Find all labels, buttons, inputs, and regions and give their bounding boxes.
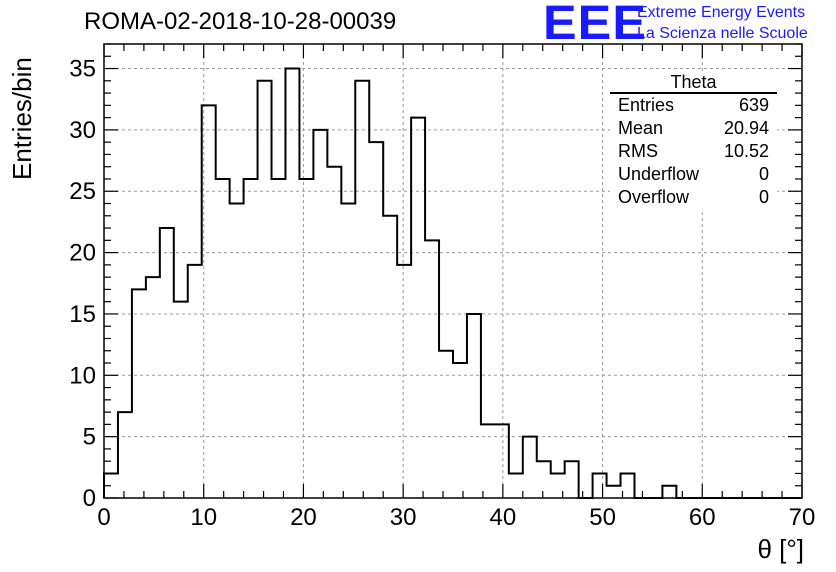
histogram-bin (662, 486, 676, 498)
histogram-bin (495, 424, 509, 498)
histogram-bin (397, 265, 411, 498)
histogram-bin (244, 179, 258, 498)
y-tick-label: 15 (69, 301, 96, 328)
plot-frame (103, 43, 803, 499)
histogram-bin (299, 179, 313, 498)
x-tick-label: 60 (689, 504, 716, 531)
histogram-bin (481, 424, 495, 498)
stats-title: Theta (610, 72, 777, 94)
histogram-bin (230, 204, 244, 498)
histogram-bin (202, 105, 216, 498)
y-tick-label: 5 (83, 424, 96, 451)
axes-frame (103, 43, 803, 499)
tick-labels: 0 10 20 30 40 50 60 70 0 5 10 15 20 25 30 35 (69, 56, 815, 531)
y-axis-label: Entries/bin (7, 57, 37, 180)
histogram-bin (313, 130, 327, 498)
histogram-bin (216, 179, 230, 498)
histogram-bin (439, 351, 453, 498)
histogram-bin (411, 118, 425, 498)
histogram-bin (341, 204, 355, 498)
grid-lines (104, 44, 802, 498)
x-tick-label: 30 (390, 504, 417, 531)
stats-value: 0 (758, 187, 769, 207)
histogram-bin (188, 265, 202, 498)
y-tick-label: 10 (69, 362, 96, 389)
histogram-bin (146, 277, 160, 498)
histogram-bin (467, 314, 481, 498)
stats-row-rms: RMS 10.52 (610, 140, 777, 163)
axis-ticks (103, 43, 803, 499)
x-tick-label: 0 (97, 504, 110, 531)
y-tick-label: 35 (69, 56, 96, 83)
stats-value: 10.52 (723, 141, 769, 161)
y-tick-label: 20 (69, 240, 96, 267)
histogram-bin (509, 473, 523, 498)
stats-row-underflow: Underflow 0 (610, 163, 777, 186)
histogram-bin (369, 142, 383, 498)
histogram-bin (285, 69, 299, 498)
x-tick-label: 20 (290, 504, 317, 531)
histogram-bin (383, 216, 397, 498)
stats-row-entries: Entries 639 (610, 94, 777, 117)
stats-row-overflow: Overflow 0 (610, 186, 777, 209)
x-tick-label: 40 (490, 504, 517, 531)
x-tick-label: 70 (789, 504, 816, 531)
histogram-bin (272, 179, 286, 498)
histogram-bin (258, 81, 272, 498)
stats-value: 20.94 (723, 118, 769, 138)
stats-label: RMS (618, 141, 658, 161)
stats-label: Mean (618, 118, 664, 138)
y-tick-label: 0 (83, 485, 96, 512)
stats-label: Overflow (618, 187, 690, 207)
stats-label: Entries (618, 95, 675, 115)
x-tick-label: 50 (589, 504, 616, 531)
histogram-bin (607, 486, 621, 498)
histogram-bin (425, 240, 439, 498)
stats-value: 639 (738, 95, 769, 115)
y-tick-label: 25 (69, 178, 96, 205)
histogram-bin (355, 81, 369, 498)
logo-line-2: La Scienza nelle Scuole (637, 25, 808, 42)
histogram-bin (160, 228, 174, 498)
histogram-bin (132, 289, 146, 498)
stats-label: Underflow (618, 164, 700, 184)
histogram-bin (593, 473, 607, 498)
logo-line-1: Extreme Energy Events (637, 4, 806, 21)
chart-title: ROMA-02-2018-10-28-00039 (84, 8, 397, 35)
x-axis-label: θ [°] (757, 534, 804, 564)
histogram-bin (537, 461, 551, 498)
histogram-bin (565, 461, 579, 498)
histogram-outline (103, 67, 802, 499)
x-tick-label: 10 (190, 504, 217, 531)
y-tick-label: 30 (69, 117, 96, 144)
histogram-bin (453, 363, 467, 498)
stats-row-mean: Mean 20.94 (610, 117, 777, 140)
histogram-bin (118, 412, 132, 498)
histogram-series (103, 67, 802, 499)
eee-logo: EEE (543, 0, 647, 50)
histogram-bin (174, 302, 188, 498)
histogram-bin (327, 167, 341, 498)
stats-value: 0 (758, 164, 769, 184)
stats-box: Theta Entries 639 Mean 20.94 RMS 10.52 U… (610, 72, 777, 209)
histogram-bin (523, 437, 537, 498)
